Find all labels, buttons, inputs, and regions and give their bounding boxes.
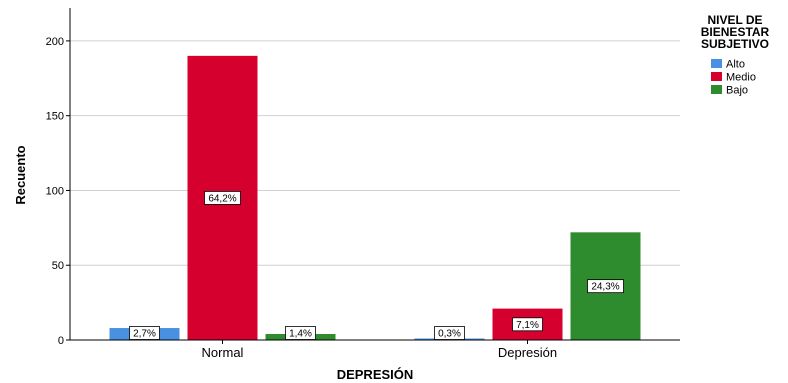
data-label-text: 0,3% (438, 329, 461, 340)
data-label-box (204, 191, 241, 205)
y-tick-label: 50 (52, 260, 64, 272)
y-tick-label: 150 (46, 111, 64, 123)
data-label: 7,1% (512, 317, 543, 332)
data-labels: 2,7% 64,2% 1,4% 0,3% 7,1% 24,3% (129, 191, 624, 340)
data-label: 64,2% (204, 191, 241, 205)
y-axis-title: Recuento (13, 145, 28, 204)
legend-title-line-1: NIVEL DE (707, 13, 762, 27)
x-axis-title: DEPRESIÓN (337, 367, 414, 382)
data-label-box (434, 326, 465, 340)
data-label-text: 64,2% (208, 193, 236, 204)
legend-label-alto: Alto (726, 59, 745, 71)
y-axis-ticks: 0 50 100 150 200 (46, 36, 70, 347)
y-tick-label: 100 (46, 185, 64, 197)
data-label: 24,3% (587, 279, 624, 294)
y-tick-label: 0 (58, 335, 64, 347)
x-category-label: Normal (202, 345, 244, 360)
legend-label-medio: Medio (726, 72, 756, 84)
legend-title-line-2: BIENESTAR (701, 25, 770, 39)
legend-label-bajo: Bajo (726, 85, 748, 97)
data-label-text: 7,1% (516, 320, 539, 331)
data-label: 0,3% (434, 326, 465, 340)
x-category-label: Depresión (498, 345, 557, 360)
legend-swatch-medio (711, 72, 722, 81)
legend: NIVEL DE BIENESTAR SUBJETIVO AltoMedioBa… (701, 13, 770, 97)
x-axis-categories: Normal Depresión (202, 340, 557, 360)
data-label-text: 24,3% (591, 282, 619, 293)
legend-swatch-alto (711, 59, 722, 68)
legend-title-line-3: SUBJETIVO (701, 37, 769, 51)
y-tick-label: 200 (46, 36, 64, 48)
data-label-text: 1,4% (289, 329, 312, 340)
data-label-box (587, 279, 624, 294)
data-label-text: 2,7% (133, 329, 156, 340)
data-label: 2,7% (129, 326, 160, 340)
data-label: 1,4% (285, 326, 316, 340)
data-label-box (285, 326, 316, 340)
data-label-box (129, 326, 160, 340)
data-label-box (512, 317, 543, 332)
legend-swatch-bajo (711, 85, 722, 94)
